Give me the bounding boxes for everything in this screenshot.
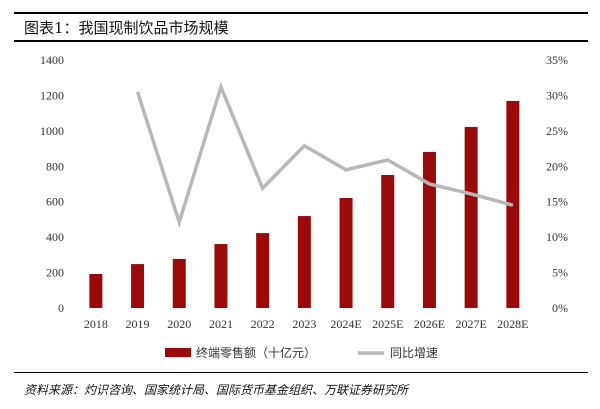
x-axis-tick-label: 2028E	[497, 317, 528, 331]
left-axis-tick-label: 600	[46, 195, 64, 209]
left-axis-tick-label: 1200	[40, 88, 64, 102]
legend-line-label: 同比增速	[390, 346, 438, 360]
top-rule	[14, 12, 588, 14]
right-axis-tick-label: 25%	[546, 124, 568, 138]
right-axis-tick-label: 10%	[546, 230, 568, 244]
bar-2020	[172, 258, 186, 308]
x-axis-tick-label: 2021	[209, 317, 233, 331]
x-axis-tick-label: 2023	[292, 317, 316, 331]
x-axis-tick-label: 2018	[84, 317, 108, 331]
right-axis-tick-label: 20%	[546, 159, 568, 173]
bar-2022	[256, 233, 270, 308]
bar-2024E	[339, 197, 353, 308]
x-axis-tick-label: 2024E	[330, 317, 361, 331]
bar-2025E	[381, 174, 395, 308]
right-axis-tick-label: 15%	[546, 195, 568, 209]
growth-line	[135, 81, 514, 229]
title-rule	[14, 40, 588, 42]
bar-2026E	[422, 151, 436, 308]
bar-2027E	[464, 126, 478, 309]
right-axis-tick-label: 5%	[552, 266, 568, 280]
bar-2023	[297, 216, 311, 308]
figure-title: 图表1：我国现制饮品市场规模	[24, 19, 229, 37]
right-axis-tick-label: 30%	[546, 88, 568, 102]
left-axis-tick-label: 400	[46, 230, 64, 244]
left-axis-tick-label: 800	[46, 159, 64, 173]
bar-2021	[214, 244, 228, 308]
source-note: 资料来源：灼识咨询、国家统计局、国际货币基金组织、万联证券研究所	[24, 383, 409, 397]
x-axis-tick-label: 2020	[167, 317, 191, 331]
x-axis-tick-label: 2022	[251, 317, 275, 331]
left-axis-tick-label: 1000	[40, 124, 64, 138]
x-axis-tick-label: 2026E	[414, 317, 445, 331]
bar-2018	[89, 273, 103, 308]
bar-2019	[131, 264, 145, 308]
source-rule	[14, 372, 588, 373]
left-axis-tick-label: 200	[46, 266, 64, 280]
right-axis-tick-label: 0%	[552, 301, 568, 315]
x-axis-tick-label: 2027E	[455, 317, 486, 331]
legend-bar-swatch	[165, 348, 191, 357]
x-axis-tick-label: 2019	[126, 317, 150, 331]
left-axis-tick-label: 1400	[40, 53, 64, 67]
legend-bar-label: 终端零售额（十亿元）	[196, 345, 316, 360]
right-axis-tick-label: 35%	[546, 53, 568, 67]
left-axis-tick-label: 0	[58, 301, 64, 315]
x-axis-tick-label: 2025E	[372, 317, 403, 331]
